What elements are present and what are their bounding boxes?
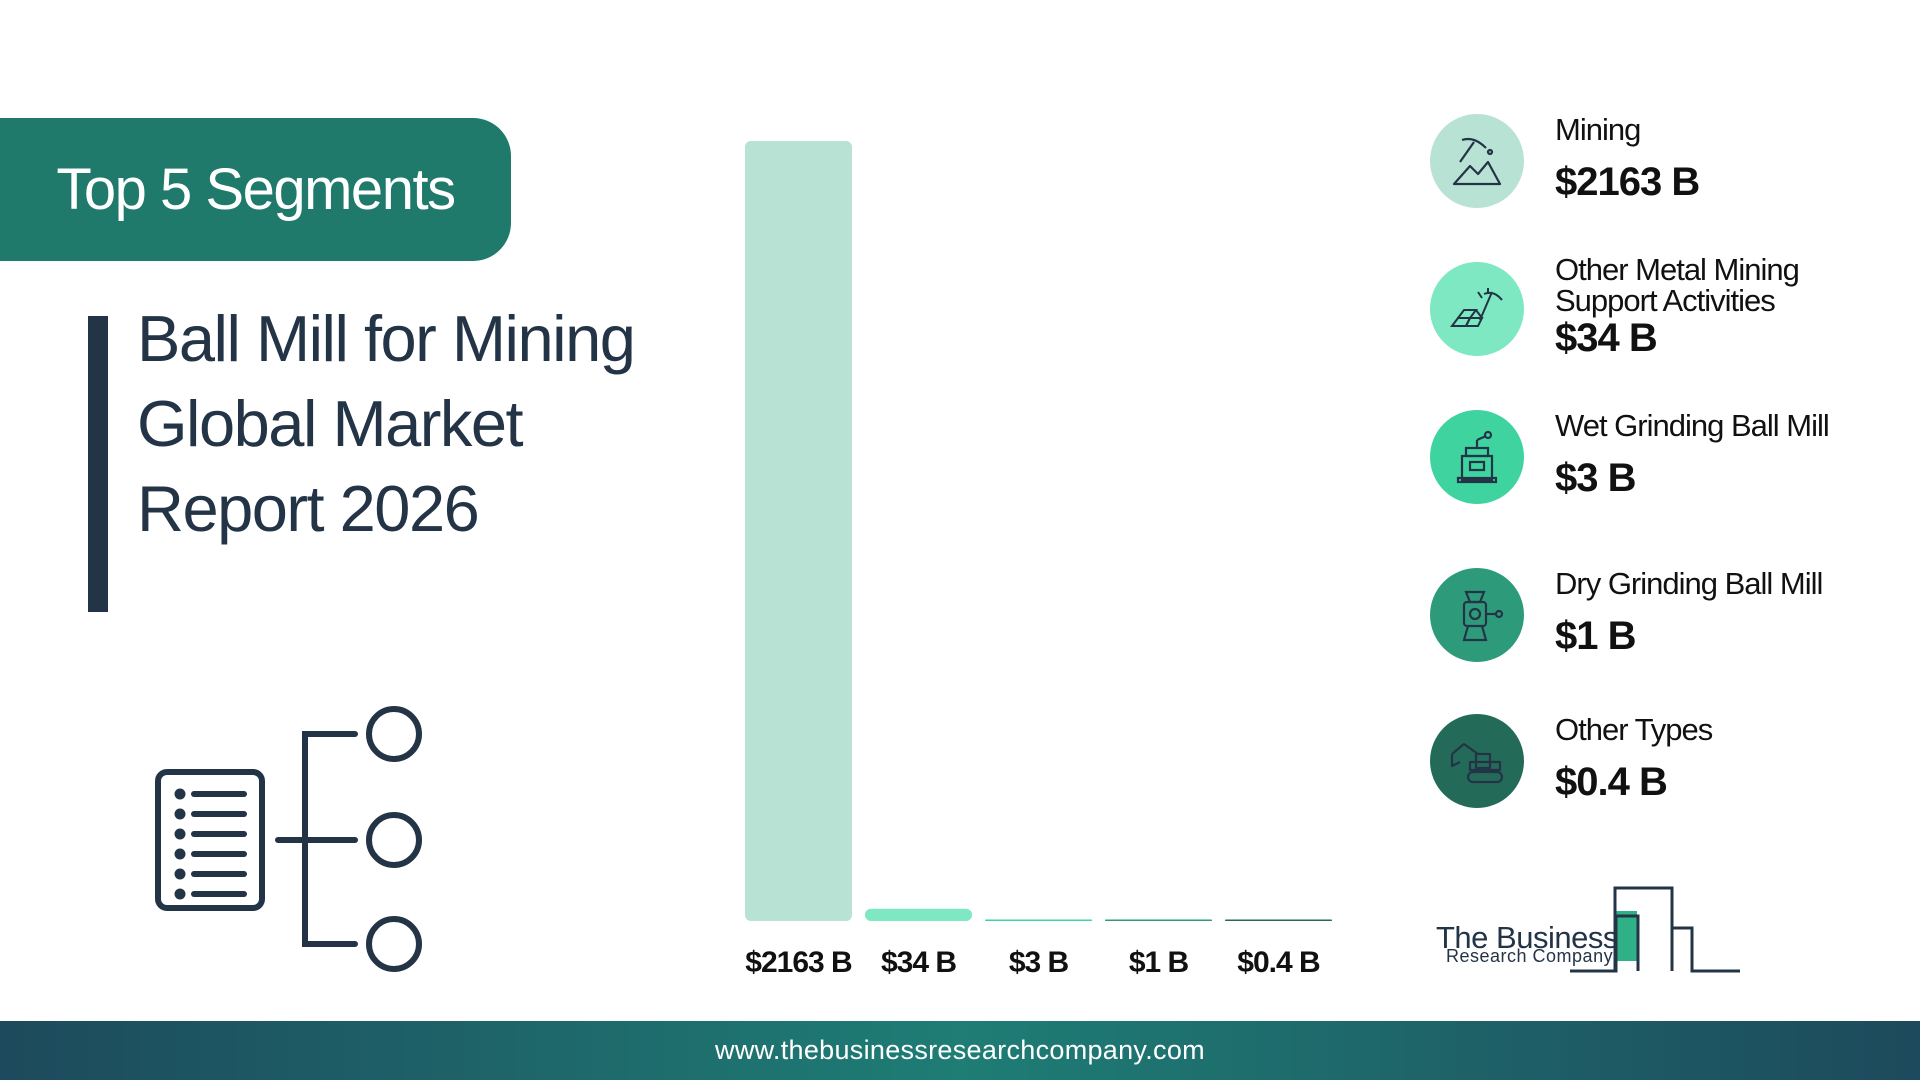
report-title-line-3: Report 2026: [137, 472, 480, 545]
segments-document-icon: [155, 706, 422, 972]
legend-value: $34 B: [1555, 316, 1658, 360]
legend-swatch: [1430, 262, 1524, 356]
footer-bar: www.thebusinessresearchcompany.com: [0, 1021, 1920, 1080]
legend-label: Other Types: [1555, 712, 1713, 747]
bar-value-label-4: $1 B: [1129, 946, 1189, 979]
badge-label: Top 5 Segments: [56, 157, 456, 222]
company-logo: The Business Research Company: [1430, 876, 1750, 976]
footer-url[interactable]: www.thebusinessresearchcompany.com: [715, 1035, 1205, 1065]
bar-value-label-2: $34 B: [881, 946, 956, 979]
title-accent-bar: [88, 316, 108, 612]
meat-grinder-icon: [1462, 590, 1504, 642]
gold-bars-pickaxe-icon: [1450, 288, 1503, 327]
legend-swatch: [1430, 114, 1524, 208]
bar-1: [745, 141, 852, 921]
bar-2: [865, 908, 972, 921]
legend-swatch: [1430, 714, 1524, 808]
report-title-line-1: Ball Mill for Mining: [137, 302, 636, 375]
bar-value-label-3: $3 B: [1009, 946, 1069, 979]
legend-label: Mining: [1555, 112, 1641, 147]
bar-3: [985, 919, 1092, 921]
legend-value: $2163 B: [1555, 160, 1700, 204]
bar-5: [1225, 919, 1332, 921]
legend-value: $0.4 B: [1555, 760, 1668, 804]
bar-4: [1105, 919, 1212, 921]
legend-label: Wet Grinding Ball Mill: [1555, 408, 1830, 443]
legend-swatch: [1430, 410, 1524, 504]
logo-bars-graphic: [1570, 886, 1740, 973]
bar-value-label-1: $2163 B: [745, 946, 852, 979]
report-title-line-2: Global Market: [137, 387, 524, 460]
excavator-icon: [1450, 742, 1504, 784]
segments-badge: Top 5 Segments: [0, 118, 511, 261]
pickaxe-mountain-icon: [1452, 137, 1502, 186]
report-title: Ball Mill for Mining Global Market Repor…: [137, 296, 697, 551]
legend-value: $1 B: [1555, 614, 1636, 658]
legend-label: Other Metal Mining Support Activities: [1555, 252, 1800, 318]
bar-value-label-5: $0.4 B: [1237, 946, 1320, 979]
logo-name: The Business: [1436, 920, 1618, 955]
logo-subtitle: Research Company: [1446, 946, 1614, 966]
legend-swatch: [1430, 568, 1524, 662]
legend-label: Dry Grinding Ball Mill: [1555, 566, 1823, 601]
grinder-icon: [1456, 430, 1498, 484]
legend-value: $3 B: [1555, 456, 1636, 500]
segments-bar-chart: $2163 B $34 B $3 B $1 B $0.4 B: [745, 141, 1332, 979]
